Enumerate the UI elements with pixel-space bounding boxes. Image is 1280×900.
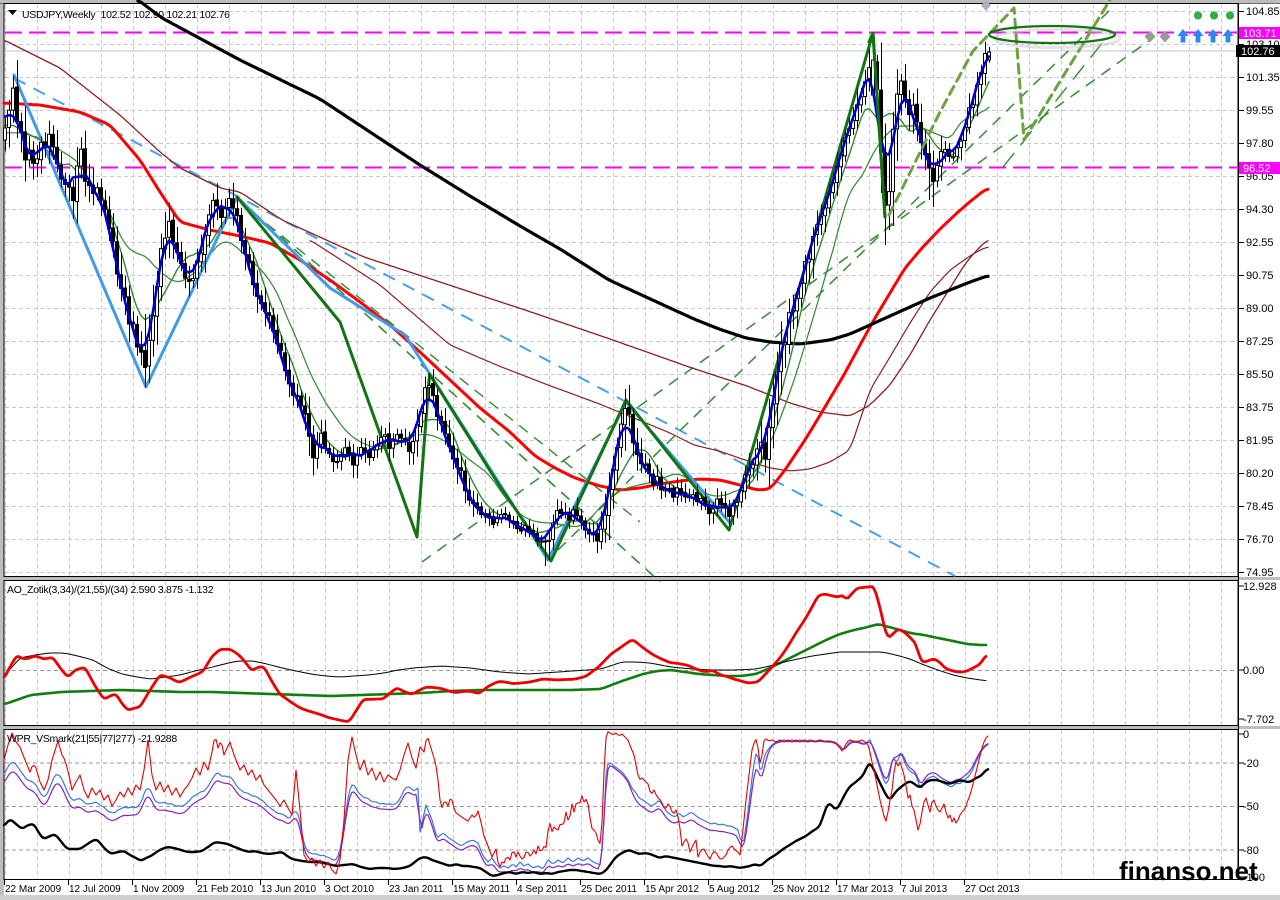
- svg-text:-100: -100: [1243, 872, 1265, 884]
- svg-text:99.55: 99.55: [1246, 105, 1274, 117]
- svg-text:finanso.net: finanso.net: [1119, 856, 1258, 886]
- svg-text:78.45: 78.45: [1246, 501, 1274, 513]
- svg-text:97.80: 97.80: [1246, 138, 1274, 150]
- svg-text:83.75: 83.75: [1246, 402, 1274, 414]
- svg-text:92.55: 92.55: [1246, 237, 1274, 249]
- svg-text:-80: -80: [1243, 845, 1259, 857]
- svg-text:104.85: 104.85: [1246, 6, 1280, 18]
- svg-text:101.35: 101.35: [1246, 72, 1280, 84]
- svg-text:12 Jul 2009: 12 Jul 2009: [69, 884, 121, 895]
- svg-text:0: 0: [1243, 729, 1249, 741]
- svg-text:81.95: 81.95: [1246, 435, 1274, 447]
- svg-text:103.71: 103.71: [1243, 28, 1277, 40]
- svg-text:15 Apr 2012: 15 Apr 2012: [645, 884, 699, 895]
- svg-text:76.70: 76.70: [1246, 534, 1274, 546]
- svg-text:3 Oct 2010: 3 Oct 2010: [325, 884, 374, 895]
- svg-text:85.50: 85.50: [1246, 369, 1274, 381]
- svg-text:96.52: 96.52: [1243, 163, 1271, 175]
- svg-text:4 Sep 2011: 4 Sep 2011: [517, 884, 568, 895]
- svg-text:90.75: 90.75: [1246, 270, 1274, 282]
- svg-text:AO_Zotik(3,34)/(21,55)/(34) 2.: AO_Zotik(3,34)/(21,55)/(34) 2.590 3.875 …: [7, 584, 214, 596]
- svg-text:89.00: 89.00: [1246, 303, 1274, 315]
- svg-text:94.30: 94.30: [1246, 204, 1274, 216]
- svg-text:13 Jun 2010: 13 Jun 2010: [261, 884, 316, 895]
- svg-text:25 Nov 2012: 25 Nov 2012: [773, 884, 830, 895]
- svg-text:80.20: 80.20: [1246, 468, 1274, 480]
- svg-text:102.76: 102.76: [1241, 46, 1275, 58]
- svg-text:-20: -20: [1243, 758, 1259, 770]
- svg-text:-50: -50: [1243, 801, 1259, 813]
- svg-text:22 Mar 2009: 22 Mar 2009: [5, 884, 62, 895]
- svg-text:WPR_VSmark(21|55|77|277) -21.9: WPR_VSmark(21|55|77|277) -21.9288: [7, 733, 177, 745]
- svg-text:12.928: 12.928: [1243, 581, 1277, 593]
- svg-text:87.25: 87.25: [1246, 336, 1274, 348]
- svg-text:0.00: 0.00: [1243, 665, 1264, 677]
- svg-text:7 Jul 2013: 7 Jul 2013: [901, 884, 948, 895]
- svg-text:1 Nov 2009: 1 Nov 2009: [133, 884, 185, 895]
- svg-text:USDJPY,Weekly 102.52 102.90 1: USDJPY,Weekly 102.52 102.90 102.21 102.7…: [22, 9, 230, 21]
- svg-text:74.95: 74.95: [1246, 567, 1274, 579]
- svg-text:27 Oct 2013: 27 Oct 2013: [965, 884, 1020, 895]
- svg-text:5 Aug 2012: 5 Aug 2012: [709, 884, 760, 895]
- svg-text:-7.702: -7.702: [1243, 714, 1274, 726]
- svg-text:17 Mar 2013: 17 Mar 2013: [837, 884, 894, 895]
- svg-text:15 May 2011: 15 May 2011: [453, 884, 511, 895]
- svg-text:23 Jan 2011: 23 Jan 2011: [389, 884, 444, 895]
- svg-text:25 Dec 2011: 25 Dec 2011: [581, 884, 637, 895]
- svg-text:21 Feb 2010: 21 Feb 2010: [197, 884, 254, 895]
